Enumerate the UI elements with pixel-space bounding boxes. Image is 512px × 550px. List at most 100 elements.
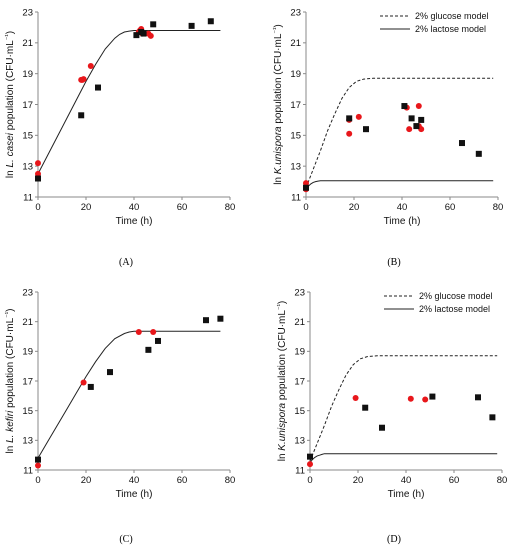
- data-point-circle: [135, 329, 142, 336]
- lactose-model-line: [305, 180, 494, 190]
- x-tick-label: 80: [493, 202, 504, 213]
- data-point-circle: [80, 379, 87, 386]
- data-point-square: [459, 140, 465, 147]
- y-tick-label: 21: [22, 38, 33, 49]
- y-tick-label: 19: [22, 347, 33, 358]
- y-tick-label: 15: [294, 406, 305, 417]
- data-point-square: [35, 175, 41, 182]
- legend-label: 2% glucose model: [415, 11, 489, 21]
- data-point-square: [408, 115, 415, 122]
- data-point-circle: [35, 160, 41, 167]
- y-tick-label: 13: [294, 436, 305, 447]
- data-point-square: [140, 30, 147, 37]
- data-point-square: [35, 456, 41, 463]
- x-tick-label: 40: [129, 202, 140, 213]
- y-tick-label: 17: [290, 100, 301, 111]
- y-tick-label: 21: [22, 317, 33, 328]
- y-tick-label: 17: [22, 100, 33, 111]
- chart-panel-d: 11 13 15 17 19 21 23 0 20 40 60 80 Time (h) ln K.unis…: [277, 287, 507, 545]
- y-axis-title: ln L. casei population (CFU·mL⁻¹): [5, 31, 16, 178]
- legend-label: 2% lactose model: [419, 304, 490, 314]
- data-point-circle: [352, 395, 359, 402]
- data-point-square: [150, 21, 157, 28]
- data-point-square: [346, 115, 353, 122]
- y-tick-label: 21: [294, 317, 305, 328]
- lactose-model-line: [309, 453, 498, 463]
- legend: 2% glucose model 2% lactose model: [380, 11, 489, 34]
- x-tick-label: 0: [307, 475, 312, 486]
- data-point-circle: [406, 126, 413, 133]
- panel-label: (A): [119, 257, 133, 268]
- y-tick-label: 19: [22, 69, 33, 80]
- y-tick-label: 19: [290, 69, 301, 80]
- x-tick-label: 60: [449, 475, 460, 486]
- data-point-square: [379, 424, 385, 431]
- data-point-circle: [147, 32, 154, 39]
- model-fit-line: [37, 30, 221, 175]
- data-point-square: [145, 346, 152, 353]
- y-tick-label: 17: [22, 376, 33, 387]
- x-axis-title: Time (h): [116, 489, 153, 500]
- chart-panel-c: 11 13 15 17 19 21 23 0 20 40 60 80 Time (h) ln L. kef…: [5, 287, 235, 545]
- x-tick-label: 0: [35, 475, 40, 486]
- data-point-square: [203, 317, 209, 324]
- data-point-square: [303, 184, 309, 191]
- data-point-circle: [415, 103, 422, 110]
- x-tick-label: 40: [129, 475, 140, 486]
- y-tick-label: 23: [22, 287, 33, 298]
- x-tick-label: 60: [445, 202, 456, 213]
- x-tick-label: 80: [225, 475, 236, 486]
- data-point-square: [188, 22, 195, 29]
- x-tick-label: 60: [177, 475, 188, 486]
- glucose-model-line: [309, 355, 498, 462]
- legend: 2% glucose model 2% lactose model: [384, 291, 493, 314]
- data-point-square: [78, 112, 85, 119]
- legend-label: 2% glucose model: [419, 291, 493, 301]
- x-tick-label: 20: [353, 475, 364, 486]
- y-tick-label: 19: [294, 347, 305, 358]
- x-tick-label: 60: [177, 202, 188, 213]
- data-point-square: [475, 150, 482, 157]
- panel-label: (B): [387, 257, 400, 268]
- legend-label: 2% lactose model: [415, 24, 486, 34]
- model-fit-line: [37, 330, 221, 459]
- x-tick-label: 80: [497, 475, 508, 486]
- y-tick-label: 23: [294, 287, 305, 298]
- x-axis-title: Time (h): [384, 216, 421, 227]
- chart-panel-a: 11 13 15 17 19 21 23 0 20 40 60 80 Time (h) ln L. cas…: [5, 7, 235, 268]
- data-point-square: [418, 116, 425, 123]
- data-point-circle: [80, 76, 87, 83]
- x-tick-label: 20: [81, 475, 92, 486]
- y-tick-label: 15: [22, 406, 33, 417]
- y-tick-label: 11: [291, 192, 301, 203]
- x-tick-label: 20: [349, 202, 360, 213]
- data-point-square: [155, 337, 161, 344]
- y-tick-label: 23: [290, 7, 301, 18]
- x-tick-label: 40: [401, 475, 412, 486]
- data-point-square: [87, 383, 94, 390]
- y-tick-label: 15: [22, 131, 33, 142]
- data-point-square: [362, 404, 369, 411]
- data-point-square: [307, 453, 313, 460]
- data-point-square: [489, 414, 496, 421]
- x-axis-title: Time (h): [116, 216, 153, 227]
- x-tick-label: 20: [81, 202, 92, 213]
- data-point-square: [363, 126, 369, 133]
- data-point-circle: [303, 180, 309, 187]
- data-point-square: [413, 123, 420, 130]
- data-point-circle: [407, 395, 414, 402]
- x-tick-label: 0: [303, 202, 308, 213]
- data-point-circle: [87, 62, 94, 69]
- data-point-square: [95, 84, 101, 91]
- y-tick-label: 11: [23, 192, 33, 203]
- panel-label: (D): [387, 534, 401, 545]
- y-tick-label: 11: [23, 465, 33, 476]
- y-tick-label: 23: [22, 7, 33, 18]
- data-point-square: [133, 32, 140, 39]
- data-point-square: [429, 393, 436, 400]
- y-tick-label: 15: [290, 131, 301, 142]
- data-point-circle: [307, 461, 313, 468]
- glucose-model-line: [305, 77, 494, 188]
- y-tick-label: 21: [290, 38, 301, 49]
